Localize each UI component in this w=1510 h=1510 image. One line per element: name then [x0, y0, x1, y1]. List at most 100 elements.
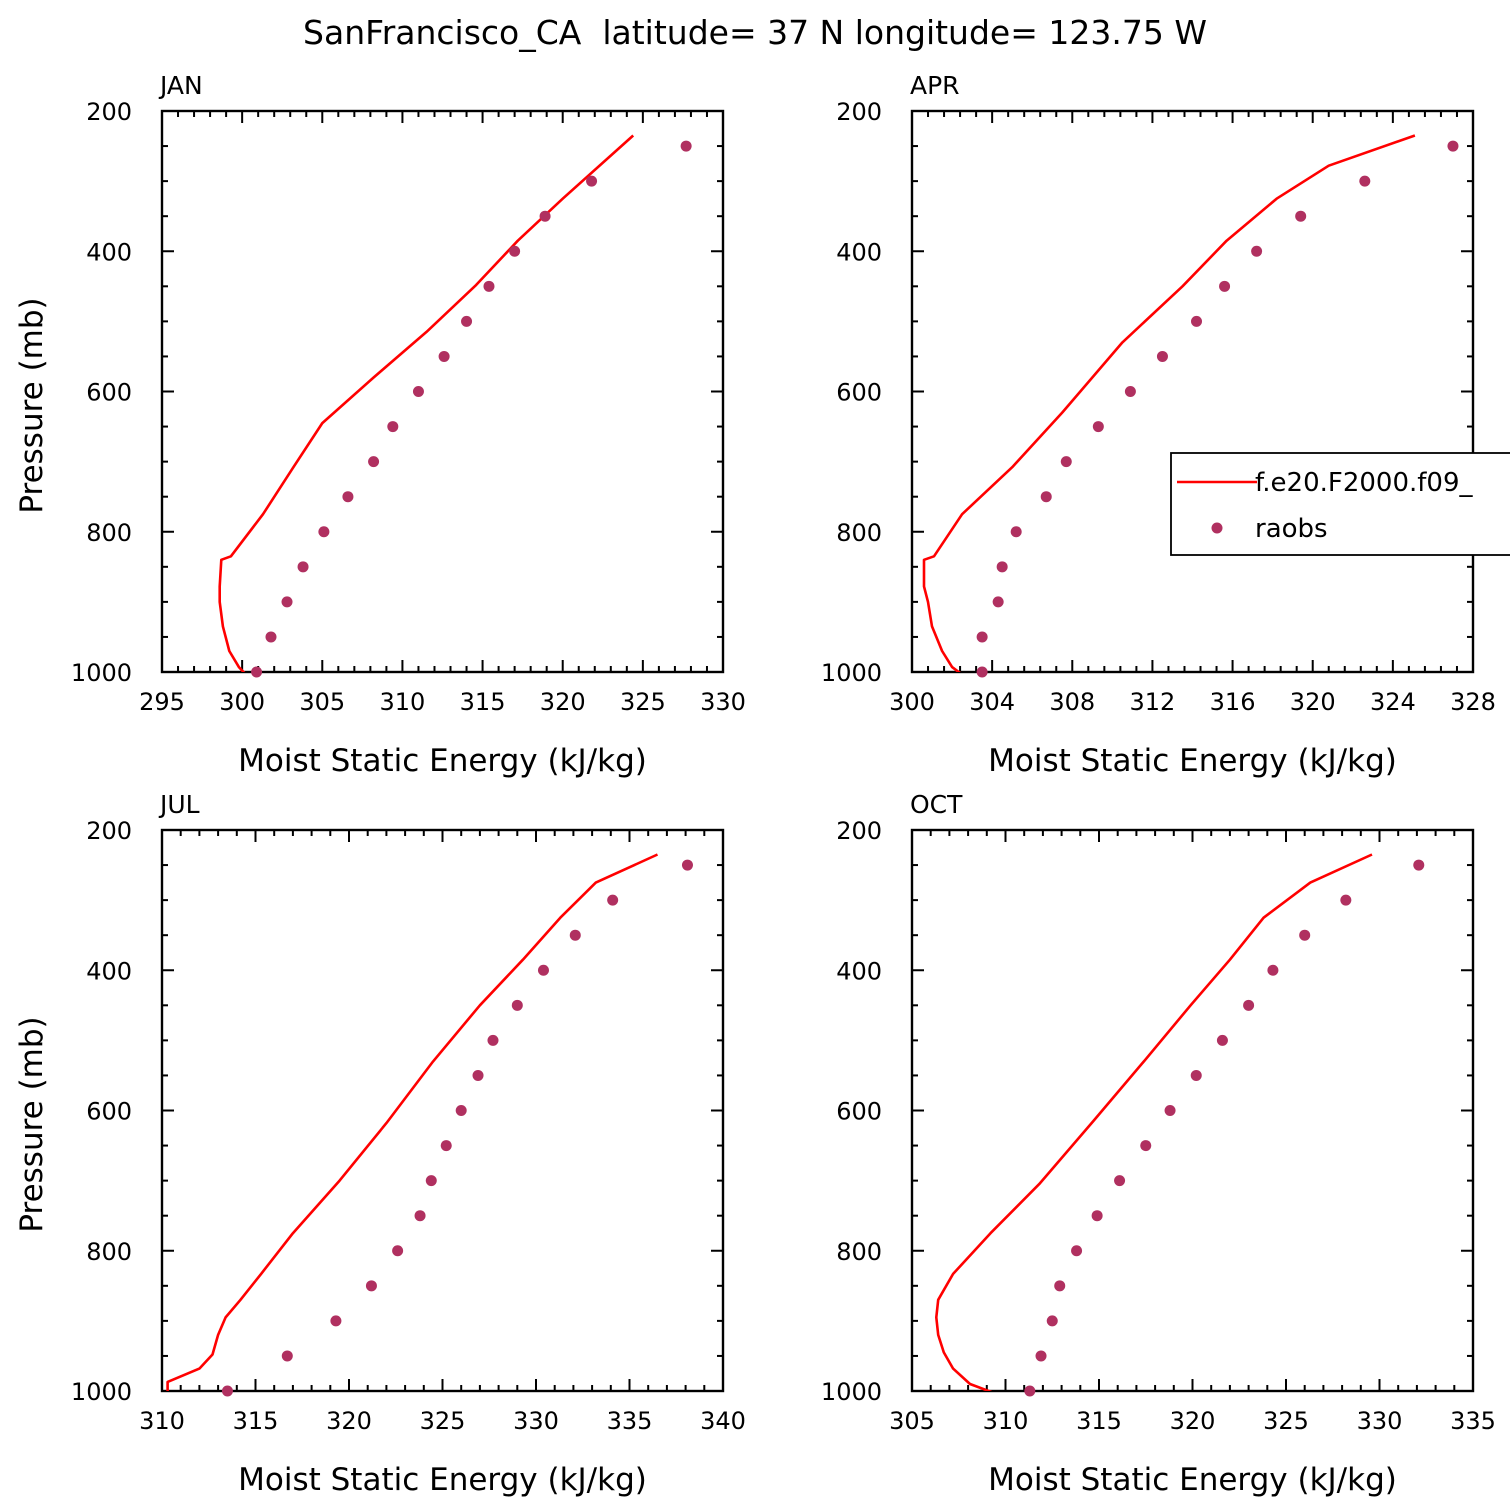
raob-point — [1035, 1350, 1047, 1362]
model-profile-line — [166, 853, 659, 1391]
y-tick-label: 800 — [86, 519, 132, 547]
x-tick-label: 310 — [380, 688, 426, 716]
x-tick-label: 324 — [1370, 688, 1416, 716]
raob-point — [251, 666, 263, 678]
y-tick-label: 400 — [86, 238, 132, 266]
raob-point — [1092, 421, 1104, 433]
y-tick-label: 200 — [86, 817, 132, 845]
raob-point — [539, 210, 551, 222]
x-tick-label: 300 — [889, 688, 935, 716]
plot-frame — [910, 828, 1475, 1393]
raob-point — [440, 1140, 452, 1152]
raob-point — [330, 1315, 342, 1327]
panel-label: APR — [910, 71, 960, 100]
y-tick-label: 200 — [836, 98, 882, 126]
raob-point — [1299, 929, 1311, 941]
raob-point — [1359, 175, 1371, 187]
raob-point — [1447, 140, 1459, 152]
raob-point — [281, 596, 293, 608]
y-tick-label: 600 — [836, 379, 882, 407]
raob-point — [1124, 386, 1136, 397]
raob-point — [281, 1350, 293, 1362]
raob-point — [586, 175, 598, 187]
x-tick-label: 316 — [1210, 688, 1256, 716]
x-tick-label: 328 — [1450, 688, 1496, 716]
figure-title: SanFrancisco_CA latitude= 37 N longitude… — [303, 13, 1207, 52]
raob-point — [425, 1175, 437, 1187]
y-axis-label: Pressure (mb) — [14, 1016, 50, 1232]
raob-point — [365, 1280, 377, 1292]
x-tick-label: 325 — [1263, 1407, 1309, 1435]
raob-point — [221, 1385, 233, 1397]
legend-entry-model: f.e20.F2000.f09_ — [1255, 468, 1473, 498]
x-tick-label: 340 — [700, 1407, 746, 1435]
panel-oct: 305 310 315 320 325 330 335 200 400 600 800 1000 OCT… — [821, 790, 1496, 1498]
x-tick-label: 295 — [139, 688, 185, 716]
x-tick-label: 320 — [326, 1407, 372, 1435]
raob-point — [265, 631, 277, 643]
y-tick-label: 800 — [836, 1238, 882, 1266]
x-tick-label: 320 — [1170, 1407, 1216, 1435]
raob-point — [1024, 1385, 1036, 1397]
raob-point — [412, 386, 424, 397]
x-tick-label: 300 — [219, 688, 265, 716]
panel-label: OCT — [910, 790, 963, 819]
raob-point — [680, 140, 692, 152]
raob-point — [569, 929, 581, 941]
legend-box — [1170, 452, 1510, 556]
y-tick-label: 1000 — [71, 1378, 132, 1406]
y-tick-label: 600 — [86, 379, 132, 407]
raob-point — [297, 561, 309, 573]
raob-point — [392, 1245, 404, 1257]
x-tick-label: 305 — [299, 688, 345, 716]
x-tick-label: 335 — [1450, 1407, 1496, 1435]
y-tick-label: 400 — [836, 238, 882, 266]
panel-label: JUL — [158, 790, 200, 819]
raob-point — [537, 964, 549, 976]
x-tick-label: 315 — [1076, 1407, 1122, 1435]
raob-point — [1413, 859, 1425, 871]
y-tick-label: 200 — [836, 817, 882, 845]
raob-point — [1091, 1210, 1103, 1222]
x-axis-label: Moist Static Energy (kJ/kg) — [238, 743, 647, 779]
y-tick-label: 1000 — [821, 1378, 882, 1406]
raob-point — [1267, 964, 1279, 976]
raob-point — [1156, 350, 1168, 362]
x-tick-label: 315 — [460, 688, 506, 716]
raob-point — [509, 245, 521, 257]
raob-point — [1340, 894, 1352, 906]
x-axis-label: Moist Static Energy (kJ/kg) — [238, 1462, 647, 1498]
panel-apr: 300 304 308 312 316 320 324 328 200 400 600 800 1000… — [821, 71, 1510, 779]
raob-point — [1164, 1105, 1176, 1116]
plot-frame — [160, 828, 725, 1393]
y-tick-label: 1000 — [821, 659, 882, 687]
raob-point — [1060, 456, 1072, 468]
raob-point — [318, 526, 330, 538]
y-tick-label: 600 — [836, 1098, 882, 1126]
model-profile-line — [218, 134, 635, 672]
legend: f.e20.F2000.f09_raobs — [1170, 452, 1510, 556]
x-tick-label: 304 — [969, 688, 1015, 716]
x-tick-label: 325 — [420, 1407, 466, 1435]
raob-point — [1071, 1245, 1083, 1257]
raob-point — [511, 999, 523, 1011]
y-tick-label: 400 — [836, 957, 882, 985]
x-tick-label: 305 — [889, 1407, 935, 1435]
y-tick-label: 1000 — [71, 659, 132, 687]
x-tick-label: 308 — [1049, 688, 1095, 716]
raob-point — [438, 350, 450, 362]
y-tick-label: 800 — [86, 1238, 132, 1266]
raob-point — [996, 561, 1008, 573]
raob-point — [487, 1034, 499, 1046]
x-tick-label: 330 — [513, 1407, 559, 1435]
x-tick-label: 320 — [1290, 688, 1336, 716]
y-tick-label: 800 — [836, 519, 882, 547]
x-tick-label: 335 — [607, 1407, 653, 1435]
raob-point — [976, 666, 988, 678]
raob-point — [1219, 280, 1231, 292]
x-tick-label: 310 — [983, 1407, 1029, 1435]
raob-point — [483, 280, 495, 292]
raob-point — [342, 491, 354, 503]
x-tick-label: 330 — [1357, 1407, 1403, 1435]
